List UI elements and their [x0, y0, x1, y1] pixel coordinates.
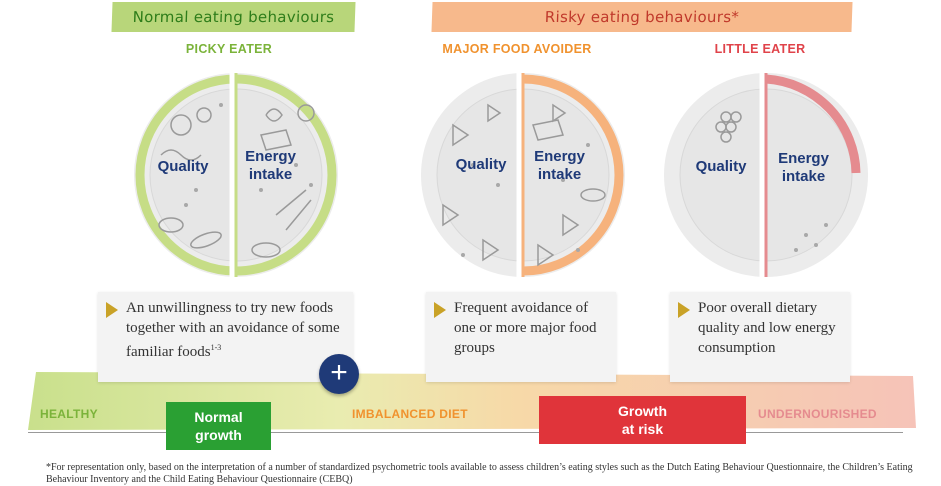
spectrum-baseline	[28, 432, 903, 433]
risky-eating-banner: Risky eating behaviours*	[431, 2, 853, 32]
normal-eating-banner-text: Normal eating behaviours	[132, 8, 335, 26]
card-arrow-icon	[434, 302, 446, 318]
little-eater-ring	[765, 74, 861, 174]
avoider-ring	[522, 74, 624, 276]
picky-energy-label: Energy intake	[245, 148, 296, 183]
undernourished-label: UNDERNOURISHED	[758, 407, 877, 421]
major-food-avoider-title: MAJOR FOOD AVOIDER	[442, 42, 592, 56]
little-quality-label: Quality	[695, 158, 747, 175]
little-eater-plate-graphic	[664, 71, 868, 279]
major-food-avoider-plate-graphic	[421, 71, 625, 279]
little-eater-title: LITTLE EATER	[714, 42, 806, 56]
risky-eating-banner-text: Risky eating behaviours*	[544, 8, 740, 26]
picky-eater-description: An unwillingness to try new foods togeth…	[126, 300, 340, 360]
avoider-quality-label: Quality	[455, 156, 507, 173]
picky-eater-plate	[126, 65, 346, 285]
little-energy-label: Energy intake	[778, 150, 829, 185]
growth-at-risk-line1: Growth	[618, 403, 667, 419]
plus-icon: +	[319, 354, 359, 394]
avoider-description: Frequent avoidance of one or more major …	[454, 300, 597, 356]
normal-growth-line1: Normal	[194, 409, 243, 425]
imbalanced-diet-label: IMBALANCED DIET	[352, 407, 468, 421]
picky-eater-card: An unwillingness to try new foods togeth…	[98, 292, 353, 382]
normal-growth-box: Normal growth	[166, 402, 271, 450]
healthy-label: HEALTHY	[40, 407, 98, 421]
normal-eating-banner: Normal eating behaviours	[111, 2, 356, 32]
growth-at-risk-box: Growth at risk	[539, 396, 746, 444]
picky-eater-plate-graphic	[134, 71, 338, 279]
little-eater-description: Poor overall dietary quality and low ene…	[698, 300, 836, 356]
card-arrow-icon	[106, 302, 118, 318]
footnote: *For representation only, based on the i…	[46, 462, 913, 485]
normal-growth-line2: growth	[195, 427, 242, 443]
major-food-avoider-card: Frequent avoidance of one or more major …	[426, 292, 616, 382]
picky-eater-title: PICKY EATER	[185, 42, 273, 56]
card-arrow-icon	[678, 302, 690, 318]
avoider-energy-label: Energy intake	[534, 148, 585, 183]
major-food-avoider-plate	[413, 65, 633, 285]
growth-at-risk-line2: at risk	[621, 421, 664, 437]
little-eater-card: Poor overall dietary quality and low ene…	[670, 292, 850, 382]
picky-quality-label: Quality	[157, 158, 209, 175]
little-eater-plate	[656, 65, 876, 285]
